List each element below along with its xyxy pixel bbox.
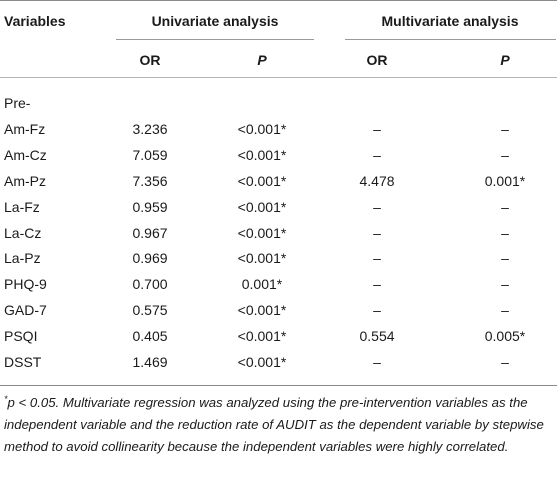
table-cell-p-m: – [501,121,509,137]
table-cell-label: PSQI [4,328,38,344]
table-cell-label: La-Fz [4,199,40,215]
table-cell-p-u: <0.001* [237,354,287,370]
table-cell-or-u: 7.059 [132,147,168,163]
table-cell-or-u: 1.469 [132,354,168,370]
table-cell-or-m: – [373,121,381,137]
table-cell-label: DSST [4,354,42,370]
table-cell-p-u: <0.001* [237,199,287,215]
table-cell-p-m: 0.005* [484,328,526,344]
table-cell-or-m: – [373,276,381,292]
table-cell-p-u: <0.001* [237,173,287,189]
header-p-multivariate: P [500,52,510,68]
table-cell-or-m: – [373,250,381,266]
table-cell-label: Pre- [4,95,31,111]
header-p-univariate: P [257,52,267,68]
table-cell-or-u: 0.700 [132,276,168,292]
table-cell-or-m: – [373,225,381,241]
table-cell-label: Am-Pz [4,173,46,189]
table-cell-or-u: 0.575 [132,302,168,318]
table-cell-or-u: 3.236 [132,121,168,137]
header-multivariate: Multivariate analysis [381,13,519,29]
table-cell-p-u: <0.001* [237,328,287,344]
header-univariate: Univariate analysis [151,13,279,29]
table-cell-p-u: <0.001* [237,147,287,163]
table-top-rule [0,0,557,1]
table-footnote: *p < 0.05. Multivariate regression was a… [4,392,554,458]
footnote-mark: * [4,394,8,404]
header-or-multivariate: OR [366,52,388,68]
table-cell-label: La-Cz [4,225,42,241]
table-cell-or-m: – [373,302,381,318]
table-cell-label: GAD-7 [4,302,47,318]
header-bottom-rule [0,77,557,78]
header-variables: Variables [4,13,66,29]
table-cell-or-u: 0.959 [132,199,168,215]
table-cell-or-u: 7.356 [132,173,168,189]
univariate-underline [116,39,314,40]
table-cell-p-m: – [501,354,509,370]
multivariate-underline [345,39,556,40]
table-bottom-rule [0,385,557,386]
table-cell-p-m: – [501,147,509,163]
table-cell-or-u: 0.967 [132,225,168,241]
table-cell-p-u: <0.001* [237,250,287,266]
table-cell-p-u: <0.001* [237,121,287,137]
table-cell-label: Am-Fz [4,121,46,137]
table-cell-label: Am-Cz [4,147,47,163]
header-or-univariate: OR [139,52,161,68]
table-cell-p-u: <0.001* [237,302,287,318]
table-cell-or-u: 0.969 [132,250,168,266]
table-cell-or-m: – [373,354,381,370]
table-cell-or-m: – [373,147,381,163]
table-cell-or-m: 4.478 [359,173,395,189]
footnote-text: p < 0.05. Multivariate regression was an… [4,395,544,454]
table-cell-or-m: – [373,199,381,215]
table-cell-p-m: 0.001* [484,173,526,189]
table-cell-p-m: – [501,250,509,266]
table-cell-label: La-Pz [4,250,41,266]
table-cell-label: PHQ-9 [4,276,47,292]
table-cell-p-m: – [501,302,509,318]
table-cell-p-m: – [501,225,509,241]
table-cell-p-m: – [501,199,509,215]
table-cell-or-m: 0.554 [359,328,395,344]
table-cell-or-u: 0.405 [132,328,168,344]
table-cell-p-u: 0.001* [241,276,283,292]
table-cell-p-m: – [501,276,509,292]
table-cell-p-u: <0.001* [237,225,287,241]
